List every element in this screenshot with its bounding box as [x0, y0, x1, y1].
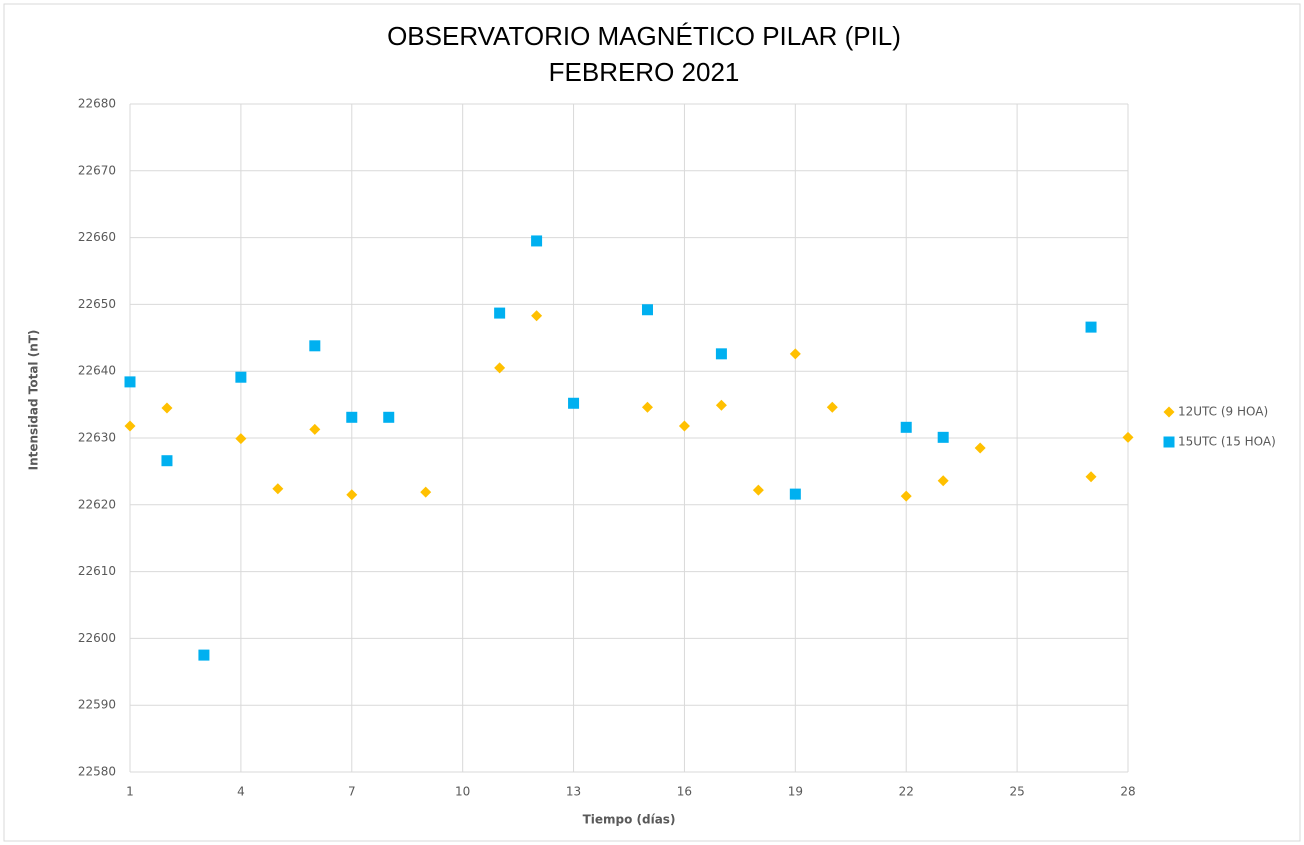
x-tick-label: 28	[1120, 785, 1135, 799]
chart-subtitle: FEBRERO 2021	[549, 57, 740, 87]
y-tick-label: 22630	[78, 431, 116, 445]
marker	[420, 486, 432, 498]
x-tick-label: 4	[237, 785, 245, 799]
marker	[752, 484, 764, 496]
marker	[937, 431, 949, 443]
marker	[974, 442, 986, 454]
x-tick-label: 22	[899, 785, 914, 799]
marker	[235, 371, 247, 383]
marker	[715, 348, 727, 360]
x-tick-label: 13	[566, 785, 581, 799]
marker	[346, 411, 358, 423]
marker	[531, 310, 543, 322]
marker	[494, 307, 506, 319]
marker	[789, 348, 801, 360]
marker	[900, 490, 912, 502]
chart-border	[3, 3, 1301, 842]
marker	[678, 420, 690, 432]
y-tick-label: 22660	[78, 230, 116, 244]
marker	[826, 401, 838, 413]
marker	[1085, 471, 1097, 483]
marker	[531, 235, 543, 247]
x-tick-label: 19	[788, 785, 803, 799]
y-tick-label: 22620	[78, 497, 116, 511]
marker	[641, 304, 653, 316]
marker	[161, 402, 173, 414]
x-tick-label: 10	[455, 785, 470, 799]
x-axis-title: Tiempo (días)	[583, 813, 676, 827]
y-tick-label: 22590	[78, 698, 116, 712]
marker	[309, 340, 321, 352]
marker	[124, 420, 136, 432]
marker	[937, 475, 949, 487]
marker	[235, 433, 247, 445]
marker	[568, 397, 580, 409]
y-tick-label: 22610	[78, 564, 116, 578]
y-axis-title: Intensidad Total (nT)	[27, 330, 41, 471]
marker	[272, 483, 284, 495]
marker	[789, 488, 801, 500]
marker	[1122, 431, 1134, 443]
y-tick-label: 22600	[78, 631, 116, 645]
marker	[346, 489, 358, 501]
marker	[641, 401, 653, 413]
legend-marker	[1163, 406, 1175, 418]
marker	[309, 423, 321, 435]
y-tick-label: 22640	[78, 364, 116, 378]
y-tick-label: 22680	[78, 97, 116, 111]
marker	[383, 411, 395, 423]
legend-label: 12UTC (9 HOA)	[1178, 405, 1268, 419]
marker	[900, 421, 912, 433]
y-tick-label: 22580	[78, 765, 116, 779]
x-tick-label: 16	[677, 785, 692, 799]
legend-label: 15UTC (15 HOA)	[1178, 435, 1276, 449]
marker	[161, 455, 173, 467]
chart-title: OBSERVATORIO MAGNÉTICO PILAR (PIL)	[387, 21, 901, 51]
x-tick-label: 7	[348, 785, 356, 799]
legend-marker	[1163, 436, 1175, 448]
marker	[494, 362, 506, 374]
marker	[1085, 321, 1097, 333]
x-tick-label: 1	[126, 785, 134, 799]
y-tick-label: 22650	[78, 297, 116, 311]
marker	[124, 376, 136, 388]
y-tick-label: 22670	[78, 163, 116, 177]
marker	[198, 649, 210, 661]
x-tick-label: 25	[1009, 785, 1024, 799]
marker	[715, 399, 727, 411]
